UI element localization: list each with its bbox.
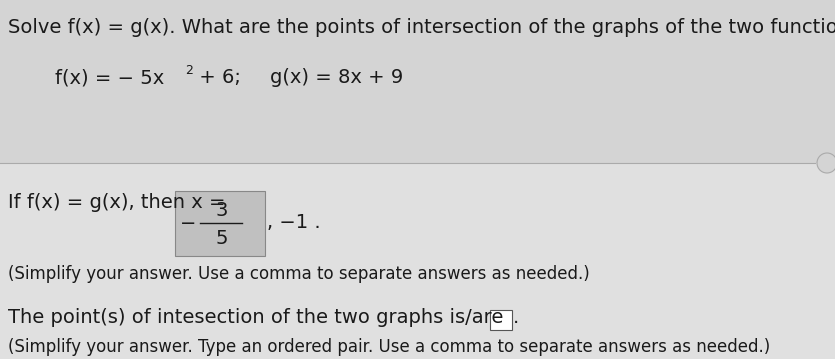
Bar xyxy=(0,163,835,359)
Circle shape xyxy=(817,153,835,173)
Text: 2: 2 xyxy=(185,64,193,77)
Text: 5: 5 xyxy=(215,229,228,248)
Text: −: − xyxy=(180,214,196,233)
Text: The point(s) of intesection of the two graphs is/are: The point(s) of intesection of the two g… xyxy=(8,308,504,327)
Text: Solve f(x) = g(x). What are the points of intersection of the graphs of the two : Solve f(x) = g(x). What are the points o… xyxy=(8,18,835,37)
Text: 3: 3 xyxy=(215,201,228,220)
Text: If f(x) = g(x), then x =: If f(x) = g(x), then x = xyxy=(8,193,232,212)
Bar xyxy=(175,191,265,256)
Text: (Simplify your answer. Type an ordered pair. Use a comma to separate answers as : (Simplify your answer. Type an ordered p… xyxy=(8,338,770,356)
Text: f(x) = − 5x: f(x) = − 5x xyxy=(55,68,164,87)
Text: + 6;: + 6; xyxy=(193,68,240,87)
Text: .: . xyxy=(513,308,519,327)
Text: g(x) = 8x + 9: g(x) = 8x + 9 xyxy=(270,68,403,87)
Text: (Simplify your answer. Use a comma to separate answers as needed.): (Simplify your answer. Use a comma to se… xyxy=(8,265,590,283)
Bar xyxy=(490,310,512,330)
Bar xyxy=(0,0,835,163)
Text: , −1 .: , −1 . xyxy=(267,214,321,233)
